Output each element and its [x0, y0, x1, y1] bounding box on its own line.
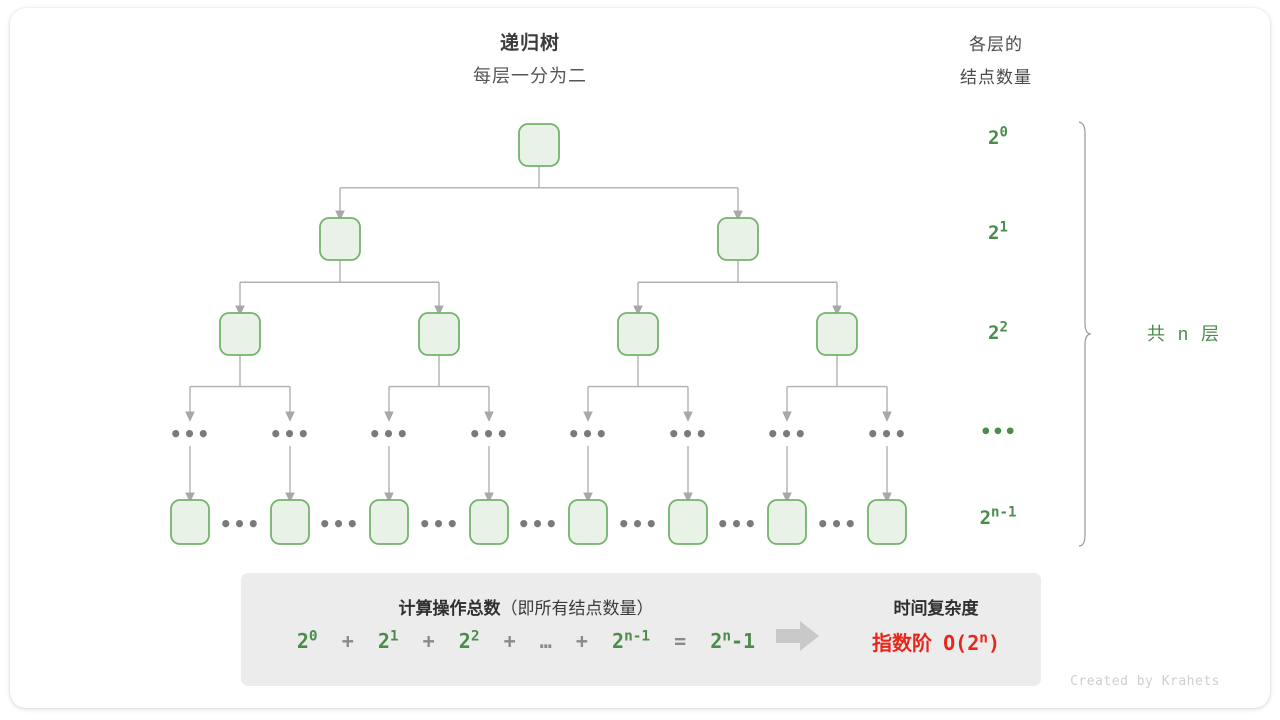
ellipsis-marker: ••• — [468, 422, 510, 446]
tree-node — [518, 123, 560, 167]
level-node-count: ••• — [979, 421, 1017, 443]
level-label-exponent: 1 — [999, 219, 1008, 236]
level-label-base: 2 — [979, 507, 992, 529]
tree-node — [418, 312, 460, 356]
summary-box: 计算操作总数（即所有结点数量） 20 + 21 + 22 + … + 2n-1 … — [241, 573, 1041, 686]
level-label-exponent: n-1 — [991, 504, 1017, 521]
complexity-heading: 时间复杂度 — [893, 599, 979, 618]
ellipsis-marker: ••• — [169, 422, 211, 446]
ellipsis-marker: ••• — [866, 422, 908, 446]
page-subtitle: 每层一分为二 — [473, 66, 587, 86]
big-o-tail: ) — [987, 631, 1000, 655]
level-label-exponent: 0 — [999, 124, 1008, 141]
summary-heading: 计算操作总数（即所有结点数量） — [261, 594, 791, 619]
level-label-exponent: 2 — [999, 319, 1008, 336]
ellipsis-marker: ••• — [517, 512, 559, 536]
formula-operator: = — [674, 629, 687, 653]
tree-node — [219, 312, 261, 356]
big-o-notation: O(2n) — [943, 631, 1000, 655]
ellipsis-marker: ••• — [269, 422, 311, 446]
tree-node — [270, 499, 310, 545]
tree-node — [469, 499, 509, 545]
brace-path — [1078, 121, 1092, 547]
ellipsis-marker: ••• — [816, 512, 858, 536]
big-o-base: O(2 — [943, 631, 980, 655]
tree-node — [717, 217, 759, 261]
tree-node — [816, 312, 858, 356]
ellipsis-marker: ••• — [219, 512, 261, 536]
big-o-exponent: n — [979, 630, 988, 647]
formula-operator: + — [575, 629, 588, 653]
ellipsis-marker: ••• — [418, 512, 460, 536]
tree-node — [568, 499, 608, 545]
formula-operator: … — [539, 629, 552, 653]
ellipsis-marker: ••• — [567, 422, 609, 446]
credit-text: Created by Krahets — [1070, 674, 1220, 689]
tree-node — [369, 499, 409, 545]
tree-node — [668, 499, 708, 545]
formula-term: 20 — [296, 628, 318, 653]
tree-node — [319, 217, 361, 261]
summary-formula: 20 + 21 + 22 + … + 2n-1 = 2n-1 — [261, 629, 791, 653]
ellipsis-marker: ••• — [318, 512, 360, 536]
ellipsis-marker: ••• — [716, 512, 758, 536]
ellipsis-marker: ••• — [368, 422, 410, 446]
level-node-count: 2n-1 — [938, 504, 1058, 529]
formula-operator: + — [503, 629, 516, 653]
tree-node — [170, 499, 210, 545]
level-label-base: 2 — [988, 222, 1000, 244]
tree-nodes — [170, 123, 907, 545]
formula-term: 22 — [458, 628, 480, 653]
tree-node — [867, 499, 907, 545]
right-header-line2: 结点数量 — [960, 68, 1032, 87]
formula-term: 2n-1 — [710, 628, 756, 653]
arrow-right-icon — [774, 619, 822, 658]
complexity-value: 指数阶 O(2n) — [831, 627, 1041, 656]
page-title: 递归树 — [499, 33, 560, 54]
level-label-base: 2 — [988, 127, 1000, 149]
summary-heading-rest: （即所有结点数量） — [500, 599, 654, 618]
summary-heading-bold: 计算操作总数 — [398, 599, 501, 618]
brace-label: 共 n 层 — [1146, 324, 1223, 344]
ellipsis-marker: ••• — [766, 422, 808, 446]
right-header-line1: 各层的 — [969, 35, 1023, 54]
tree-edges — [185, 166, 892, 503]
formula-operator: + — [422, 629, 435, 653]
level-node-count: 20 — [938, 124, 1058, 149]
tree-node — [767, 499, 807, 545]
formula-term: 21 — [377, 628, 399, 653]
formula-term: 2n-1 — [612, 628, 651, 653]
complexity-order-label: 指数阶 — [872, 633, 933, 655]
level-node-count: 22 — [938, 319, 1058, 344]
ellipsis-marker: ••• — [667, 422, 709, 446]
tree-node — [617, 312, 659, 356]
level-brace — [1078, 121, 1092, 547]
level-node-count: 21 — [938, 219, 1058, 244]
ellipsis-marker: ••• — [617, 512, 659, 536]
formula-operator: + — [341, 629, 354, 653]
level-label-base: 2 — [988, 322, 1000, 344]
